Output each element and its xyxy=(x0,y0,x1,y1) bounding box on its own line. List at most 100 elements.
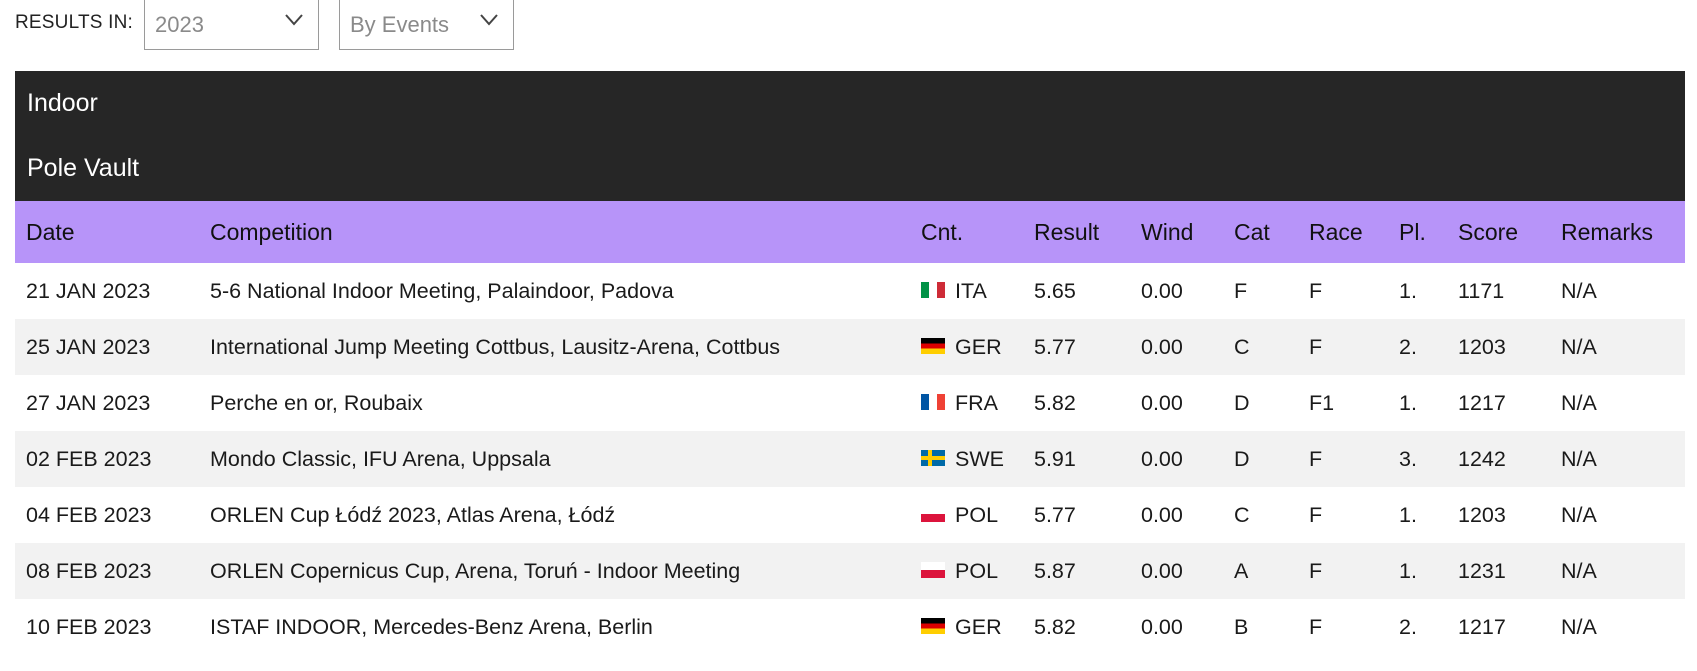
cell-race: F xyxy=(1309,334,1323,359)
cell-cat: F xyxy=(1234,278,1248,303)
cell-cat: D xyxy=(1234,446,1250,471)
cell-country: SWE xyxy=(910,431,1023,487)
cell-country: GER xyxy=(910,599,1023,655)
year-select[interactable]: 2023 xyxy=(144,0,319,50)
country-flag-icon xyxy=(921,281,945,298)
table-row: 27 JAN 2023 Perche en or, Roubaix FRA 5.82 0… xyxy=(15,375,1685,431)
cell-result: 5.82 xyxy=(1034,614,1076,639)
cell-country: POL xyxy=(910,487,1023,543)
cell-wind: 0.00 xyxy=(1141,614,1183,639)
cell-score: 1171 xyxy=(1458,278,1505,303)
cell-competition: ORLEN Copernicus Cup, Arena, Toruń - Ind… xyxy=(210,558,741,583)
country-code: FRA xyxy=(955,390,998,415)
table-row: 08 FEB 2023 ORLEN Copernicus Cup, Arena, … xyxy=(15,543,1685,599)
cell-date: 08 FEB 2023 xyxy=(26,558,152,583)
country-flag-icon xyxy=(921,337,945,354)
cell-competition: 5-6 National Indoor Meeting, Palaindoor,… xyxy=(210,278,674,303)
chevron-down-icon xyxy=(480,14,498,26)
cell-remarks: N/A xyxy=(1561,446,1597,471)
cell-score: 1242 xyxy=(1458,446,1506,471)
column-header-result: Result xyxy=(1034,218,1100,245)
cell-remarks: N/A xyxy=(1561,390,1597,415)
column-header-date: Date xyxy=(26,218,75,245)
column-header-score: Score xyxy=(1458,218,1519,245)
country-flag-icon xyxy=(921,505,945,522)
results-filter-bar: RESULTS IN: 2023 By Events xyxy=(0,0,1697,52)
table-row: 10 FEB 2023 ISTAF INDOOR, Mercedes-Benz A… xyxy=(15,599,1685,655)
cell-score: 1203 xyxy=(1458,502,1506,527)
column-header-race: Race xyxy=(1309,218,1363,245)
cell-result: 5.91 xyxy=(1034,446,1076,471)
cell-wind: 0.00 xyxy=(1141,278,1183,303)
cell-score: 1217 xyxy=(1458,614,1506,639)
cell-place: 1. xyxy=(1399,278,1417,303)
year-select-value: 2023 xyxy=(155,12,204,37)
country-code: SWE xyxy=(955,446,1004,471)
discipline-header: Indoor Pole Vault xyxy=(15,71,1685,201)
cell-place: 1. xyxy=(1399,558,1417,583)
cell-race: F xyxy=(1309,502,1323,527)
cell-competition: ORLEN Cup Łódź 2023, Atlas Arena, Łódź xyxy=(210,502,616,527)
table-row: 04 FEB 2023 ORLEN Cup Łódź 2023, Atlas Ar… xyxy=(15,487,1685,543)
country-flag-icon xyxy=(921,561,945,578)
cell-race: F xyxy=(1309,278,1323,303)
cell-date: 02 FEB 2023 xyxy=(26,446,152,471)
cell-date: 27 JAN 2023 xyxy=(26,390,151,415)
column-header-cat: Cat xyxy=(1234,218,1270,245)
results-in-label: RESULTS IN: xyxy=(15,12,133,33)
cell-result: 5.82 xyxy=(1034,390,1076,415)
cell-result: 5.65 xyxy=(1034,278,1076,303)
cell-race: F xyxy=(1309,446,1323,471)
cell-date: 10 FEB 2023 xyxy=(26,614,152,639)
view-mode-select-value: By Events xyxy=(350,12,450,37)
column-header-place: Pl. xyxy=(1399,218,1426,245)
cell-remarks: N/A xyxy=(1561,558,1597,583)
column-header-country: Cnt. xyxy=(921,218,964,245)
cell-result: 5.77 xyxy=(1034,502,1076,527)
column-header-wind: Wind xyxy=(1141,218,1194,245)
country-code: ITA xyxy=(955,278,987,303)
country-code: GER xyxy=(955,614,1002,639)
cell-remarks: N/A xyxy=(1561,614,1597,639)
country-flag-icon xyxy=(921,449,945,466)
cell-wind: 0.00 xyxy=(1141,334,1183,359)
table-row: 21 JAN 2023 5-6 National Indoor Meeting, … xyxy=(15,263,1685,319)
cell-country: GER xyxy=(910,319,1023,375)
cell-remarks: N/A xyxy=(1561,278,1597,303)
country-flag-icon xyxy=(921,393,945,410)
cell-place: 1. xyxy=(1399,390,1417,415)
cell-place: 3. xyxy=(1399,446,1417,471)
cell-competition: ISTAF INDOOR, Mercedes-Benz Arena, Berli… xyxy=(210,614,653,639)
cell-country: ITA xyxy=(910,263,1023,319)
country-code: GER xyxy=(955,334,1002,359)
table-row: 02 FEB 2023 Mondo Classic, IFU Arena, Upp… xyxy=(15,431,1685,487)
view-mode-select[interactable]: By Events xyxy=(339,0,514,50)
cell-country: POL xyxy=(910,543,1023,599)
cell-cat: A xyxy=(1234,558,1249,583)
cell-competition: International Jump Meeting Cottbus, Laus… xyxy=(210,334,781,359)
cell-place: 2. xyxy=(1399,614,1417,639)
country-code: POL xyxy=(955,558,999,583)
cell-cat: B xyxy=(1234,614,1249,639)
cell-race: F xyxy=(1309,614,1323,639)
cell-competition: Mondo Classic, IFU Arena, Uppsala xyxy=(210,446,551,471)
cell-wind: 0.00 xyxy=(1141,558,1183,583)
cell-wind: 0.00 xyxy=(1141,502,1183,527)
cell-cat: C xyxy=(1234,502,1250,527)
column-header-remarks: Remarks xyxy=(1561,218,1654,245)
cell-competition: Perche en or, Roubaix xyxy=(210,390,423,415)
cell-score: 1203 xyxy=(1458,334,1506,359)
cell-place: 1. xyxy=(1399,502,1417,527)
environment-title: Indoor xyxy=(27,89,98,117)
cell-date: 04 FEB 2023 xyxy=(26,502,152,527)
results-table: Date Competition Cnt. Result Wind Cat Ra… xyxy=(15,201,1685,655)
table-header-row: Date Competition Cnt. Result Wind Cat Ra… xyxy=(15,201,1685,263)
chevron-down-icon xyxy=(285,14,303,26)
cell-score: 1231 xyxy=(1458,558,1506,583)
column-header-competition: Competition xyxy=(210,218,333,245)
cell-cat: D xyxy=(1234,390,1250,415)
cell-race: F1 xyxy=(1309,390,1335,415)
cell-score: 1217 xyxy=(1458,390,1506,415)
cell-country: FRA xyxy=(910,375,1023,431)
cell-place: 2. xyxy=(1399,334,1417,359)
